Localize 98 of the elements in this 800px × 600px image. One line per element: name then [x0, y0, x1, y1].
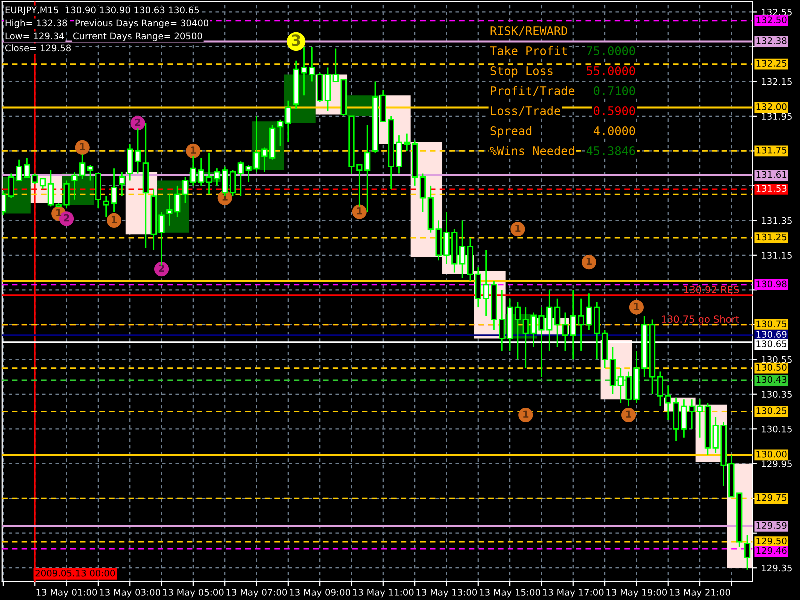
y-tick-label: 131.95 [762, 113, 792, 120]
y-tick-label: 130.35 [762, 391, 792, 398]
x-tick-label: 13 May 15:00 [480, 589, 540, 598]
x-tick-label: 13 May 01:00 [36, 589, 98, 598]
text: 1 [524, 410, 529, 418]
annotation: Low= 129.34 [6, 32, 64, 40]
text: 2 [159, 264, 164, 272]
x-tick-label: 13 May 19:00 [606, 589, 668, 598]
candlestick [562, 312, 569, 352]
ref-line-label: 129.50 [756, 538, 787, 545]
ref-line-label: 130.75 [756, 320, 787, 328]
x-tick-label: 13 May 05:00 [163, 589, 224, 598]
x-tick-label: 13 May 11:00 [353, 589, 414, 598]
annotation: Stop Loss [490, 66, 553, 78]
ref-line-label: 131.25 [756, 234, 787, 241]
annotation: Loss/Trade [491, 106, 560, 116]
x-tick-label: 13 May 21:00 [670, 589, 730, 598]
candlestick [420, 173, 426, 213]
annotation: EURJPY,M15 130.90 130.90 130.63 130.65 [6, 6, 200, 16]
candlestick [459, 220, 466, 279]
ref-line-label: 132.38 [756, 38, 787, 44]
candlestick [696, 398, 704, 439]
y-tick-label: 129.35 [762, 564, 792, 572]
annotation: Previous Days Range= 30400 [76, 20, 209, 28]
candlestick [48, 170, 54, 208]
candlestick [182, 176, 189, 204]
text: 1 [357, 208, 362, 215]
text: 1 [634, 303, 640, 310]
candlestick [744, 534, 751, 571]
ref-line-label: 132.00 [756, 104, 787, 110]
candlestick [332, 48, 339, 82]
y-tick-label: 131.35 [762, 217, 792, 224]
candlestick [285, 100, 292, 144]
y-tick-label: 132.15 [762, 78, 792, 86]
candlestick [119, 171, 126, 198]
annotation: 4.0000 [594, 126, 636, 136]
ref-line-label: 130.65 [756, 340, 787, 348]
text: 1 [80, 143, 86, 150]
ref-line-label: 130.25 [756, 408, 787, 414]
ref-line-label: 132.25 [756, 60, 787, 67]
candlestick [514, 302, 522, 360]
series-label: 3 [292, 34, 300, 46]
annotation: %Wins Needed [490, 146, 574, 156]
annotation: 130.75 go Short [662, 315, 740, 325]
candlestick [277, 119, 284, 147]
ref-line-label: 131.61 [756, 171, 787, 178]
x-tick-label: 13 May 03:00 [100, 589, 160, 598]
candlestick [190, 156, 196, 187]
y-tick-label: 129.95 [762, 460, 792, 468]
text: 2 [64, 214, 70, 222]
candlestick [554, 298, 561, 348]
annotation: Close= 129.58 [6, 44, 71, 52]
candlestick [87, 164, 94, 182]
annotation: Take Profit [490, 46, 568, 56]
candlestick [657, 371, 664, 408]
x-tick-label: 13 May 17:00 [543, 589, 604, 598]
candlestick [230, 170, 236, 198]
ref-line-label: 129.59 [756, 522, 787, 530]
text: 1 [191, 146, 196, 154]
candlestick [238, 160, 244, 198]
text: 1 [586, 258, 592, 266]
candlestick [40, 178, 46, 190]
series-label: 2 [135, 118, 141, 126]
annotation: 75.0000 [587, 46, 636, 56]
ref-line-label: 130.43 [756, 376, 787, 384]
annotation: Profit/Trade [491, 86, 575, 96]
annotation: Current Days Range= 20500 [74, 32, 202, 42]
ref-line-label: 131.75 [756, 146, 787, 154]
annotation: 45.3846 [586, 146, 636, 156]
series-label: 1 [112, 216, 117, 224]
annotation: RISK/REWARD [490, 26, 568, 36]
text: 1 [626, 410, 632, 418]
ref-line-label: 130.69 [756, 331, 787, 338]
x-tick-label: 13 May 09:00 [290, 589, 350, 598]
y-tick-label: 131.15 [762, 252, 792, 259]
candlestick [134, 128, 142, 174]
ref-line-label: 130.98 [756, 280, 787, 288]
x-tick-label: 13 May 13:00 [416, 589, 478, 598]
y-tick-label: 130.15 [762, 426, 792, 433]
text: 1 [56, 209, 62, 216]
annotation: High= 132.38 [6, 20, 68, 28]
ref-line-label: 131.53 [756, 185, 787, 192]
ref-line-label: 129.46 [756, 547, 787, 554]
ref-line-label: 130.50 [756, 364, 787, 371]
annotation: 130.92 RES [684, 286, 740, 294]
candlestick [364, 124, 371, 213]
annotation: 55.0000 [587, 66, 636, 76]
ref-line-label: 129.75 [756, 494, 787, 502]
annotation: 0.5900 [594, 106, 636, 116]
annotation: Spread [490, 126, 532, 138]
y-tick-label: 130.55 [762, 356, 792, 364]
ref-line-label: 130.00 [756, 450, 787, 458]
ref-line-label: 2009.05.13 00:00 [36, 570, 116, 577]
text: 1 [516, 224, 521, 232]
annotation: 0.7100 [594, 86, 636, 96]
y-tick-label: 132.55 [762, 8, 792, 16]
x-tick-label: 13 May 07:00 [226, 589, 288, 598]
ref-line-label: 132.50 [756, 16, 787, 24]
